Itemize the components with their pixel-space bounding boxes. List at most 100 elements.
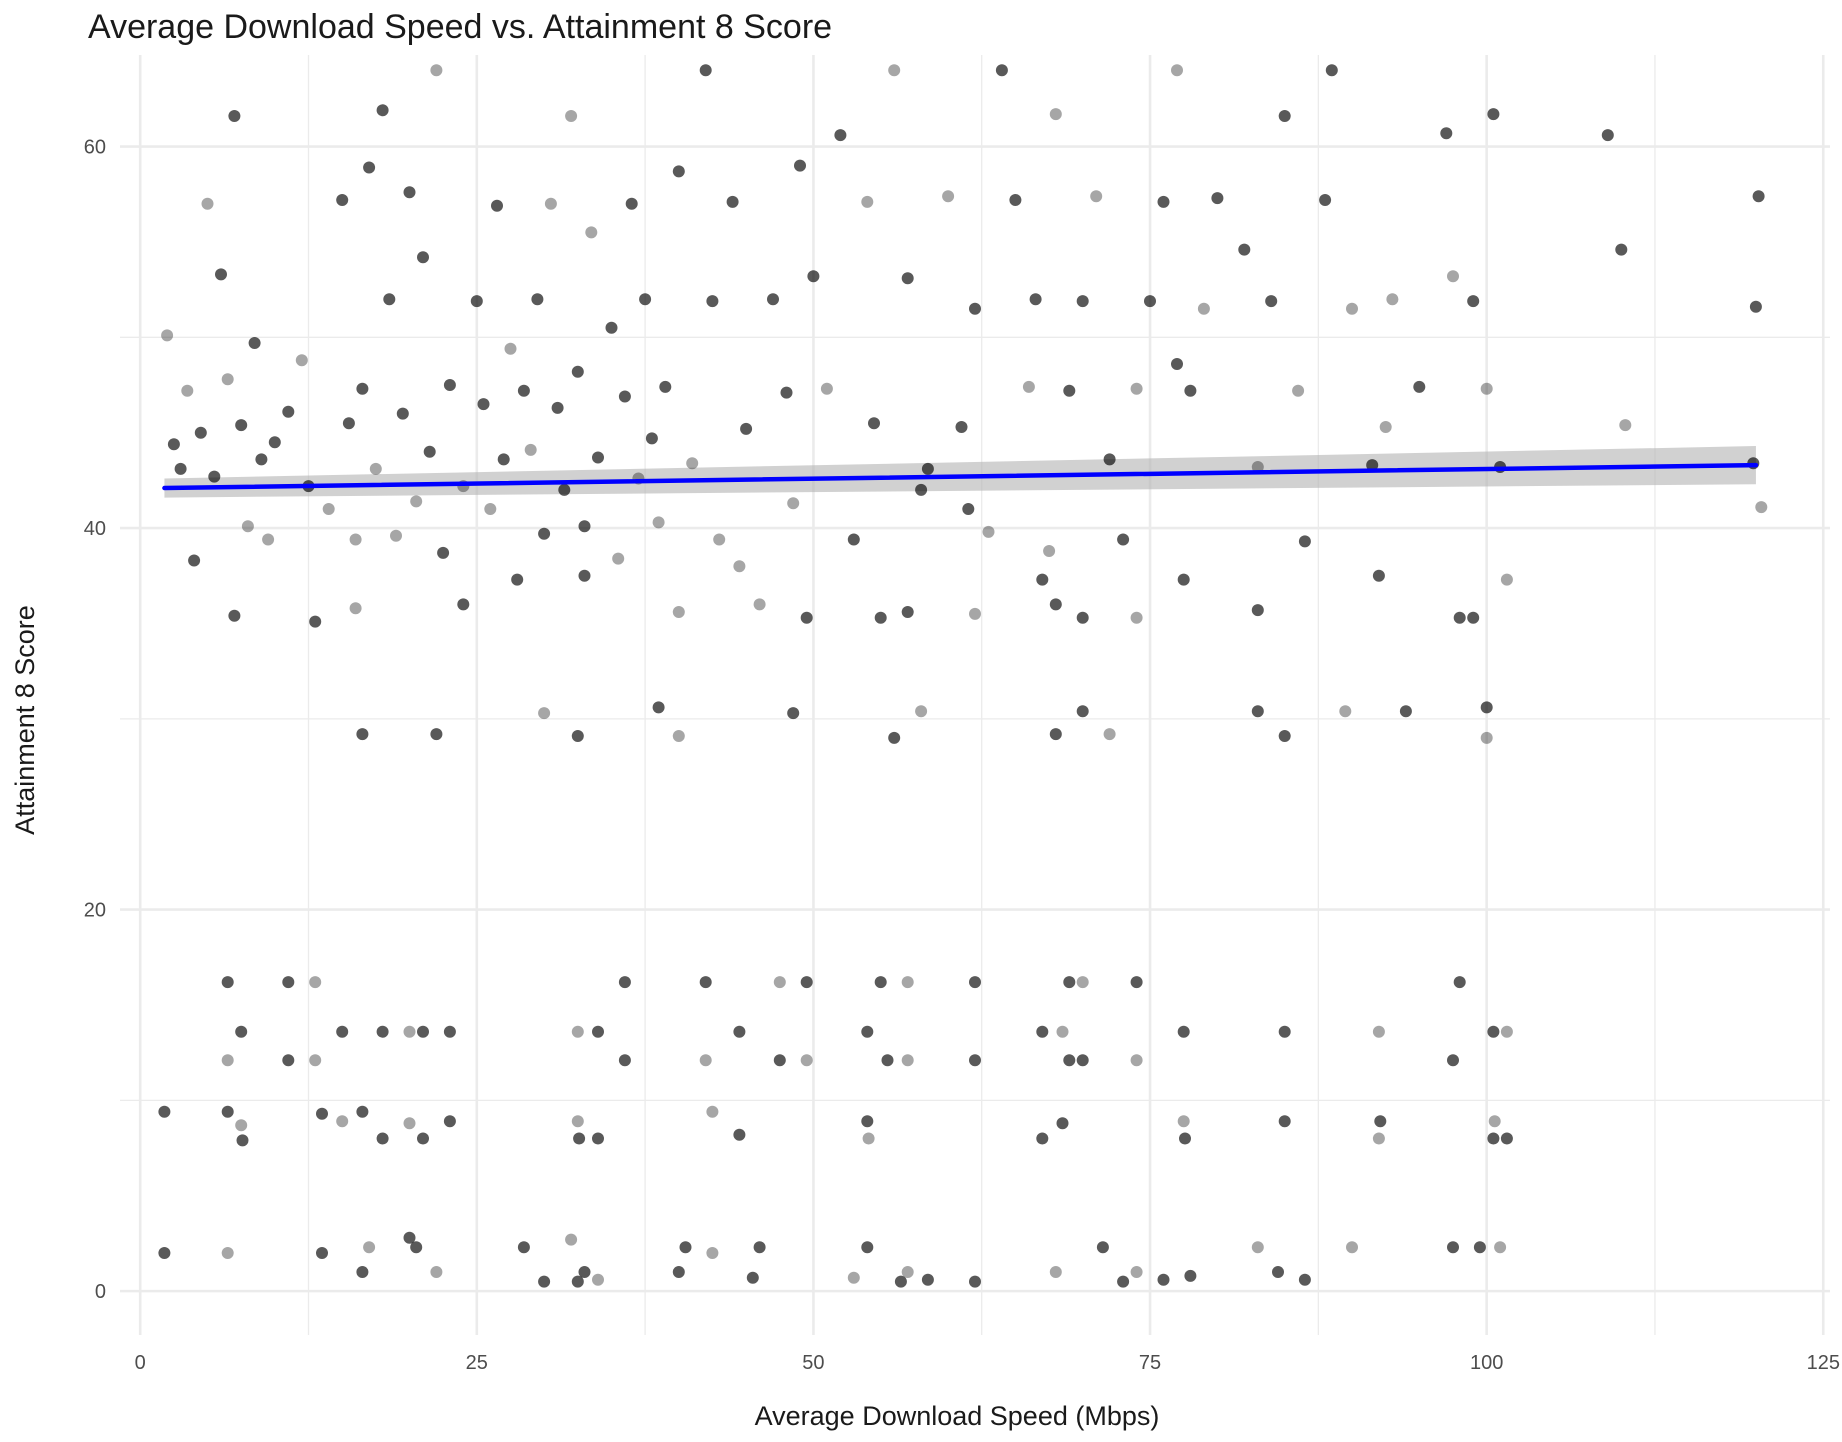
data-point [383,293,396,306]
data-point [221,1054,234,1067]
data-point [1076,1054,1089,1067]
data-point [215,268,227,281]
data-point [1500,1025,1513,1038]
data-point [679,1241,692,1254]
data-point [1487,1132,1500,1145]
data-point [1179,1132,1191,1145]
data-point [390,529,402,542]
data-point [807,270,820,283]
data-point [726,195,739,208]
data-point [1056,1025,1069,1038]
data-point [969,1275,981,1288]
data-points [158,64,1768,1288]
data-point [1211,192,1224,205]
data-point [228,110,241,122]
data-point [1251,604,1264,617]
data-point [894,1275,907,1288]
data-point [201,197,214,210]
data-point [1487,1025,1500,1038]
data-point [1076,295,1089,308]
data-point [1076,705,1089,718]
data-point [1346,1241,1358,1254]
data-point [309,976,322,989]
data-point [1453,976,1466,989]
data-point [430,728,443,741]
data-point [565,110,578,122]
x-tick-label: 25 [466,1352,488,1374]
data-point [477,398,490,411]
data-point [1374,1115,1387,1128]
data-point [995,64,1008,77]
data-point [652,701,665,714]
data-point [847,1271,860,1284]
data-point [1265,295,1278,308]
data-point [403,1231,416,1244]
data-point [1272,1266,1284,1278]
x-axis-title: Average Download Speed (Mbps) [755,1401,1160,1431]
data-point [578,569,591,582]
data-point [504,342,517,355]
data-point [1238,243,1251,256]
data-point [158,1247,171,1259]
data-point [672,606,685,618]
data-point [158,1105,171,1118]
data-point [699,1054,712,1067]
data-point [847,533,860,546]
data-point [942,190,955,203]
data-point [1366,459,1379,472]
data-point [1117,533,1130,546]
data-point [800,976,813,989]
data-point [356,382,369,395]
data-point [861,1115,874,1128]
data-point [733,1025,746,1038]
data-point [1278,1025,1291,1038]
data-point [1372,1025,1385,1038]
x-tick-label: 125 [1807,1352,1840,1374]
data-point [706,295,719,308]
data-point [1130,382,1143,395]
data-point [167,438,180,451]
data-point [1488,1115,1501,1128]
data-point [901,976,914,989]
data-point [430,1266,443,1278]
data-point [1177,1115,1190,1128]
data-point [618,976,631,989]
data-point [592,1273,604,1286]
data-point [470,295,483,308]
data-point [336,1115,349,1128]
data-point [1615,243,1628,256]
data-point [248,337,261,349]
data-point [1177,573,1190,586]
data-point [699,976,712,989]
data-point [1447,1241,1459,1254]
data-point [982,525,995,538]
data-point [342,417,355,430]
data-point [1372,1132,1385,1145]
data-point [1752,190,1765,203]
data-point [235,1025,248,1038]
data-point [699,64,712,77]
data-point [645,432,658,445]
data-point [1467,611,1480,624]
data-point [625,197,638,210]
data-point [282,1054,295,1067]
data-point [1755,501,1768,514]
data-point [592,1132,604,1145]
data-point [241,520,254,533]
data-point [578,520,591,533]
data-point [612,552,625,565]
data-point [571,1115,584,1128]
data-point [1346,302,1358,315]
data-point [820,382,833,395]
data-point [571,730,584,742]
data-point [376,104,389,117]
data-point [491,199,503,212]
data-point [1036,1132,1049,1145]
data-point [969,1054,981,1067]
data-point [571,1275,584,1288]
data-point [1447,1054,1459,1067]
data-point [1413,380,1426,393]
data-point [672,1266,685,1278]
data-point [686,457,699,470]
data-point [578,1266,591,1278]
